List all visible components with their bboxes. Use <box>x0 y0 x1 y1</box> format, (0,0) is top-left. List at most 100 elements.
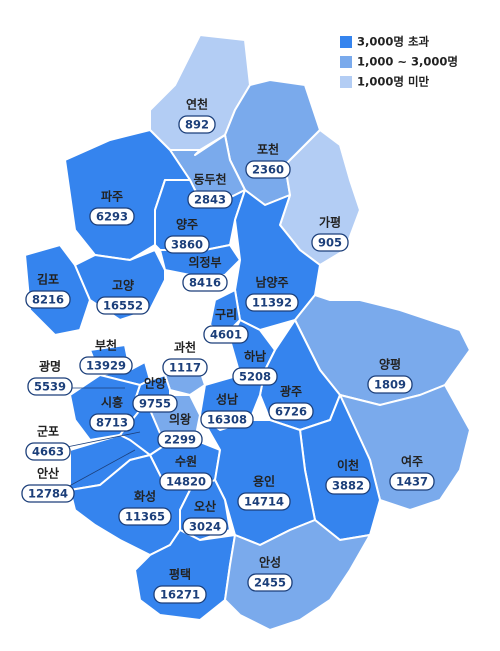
region-value: 3882 <box>332 479 364 493</box>
value-box <box>187 190 233 209</box>
region-value: 16308 <box>207 413 247 427</box>
region-value: 8216 <box>32 293 64 307</box>
region-name: 김포 <box>37 272 59 287</box>
region-name: 이천 <box>337 458 359 473</box>
region-value: 905 <box>318 236 342 250</box>
region-value: 1117 <box>169 361 201 375</box>
value-box <box>367 375 413 394</box>
region-name: 포천 <box>257 142 279 157</box>
value-box <box>268 402 314 421</box>
region-value: 2455 <box>254 576 286 590</box>
region-name: 의왕 <box>169 412 191 427</box>
value-box <box>200 410 254 429</box>
leader-line <box>61 431 141 449</box>
legend-swatch <box>340 76 352 88</box>
region-name: 군포 <box>37 425 59 439</box>
legend-label: 3,000명 초과 <box>357 35 430 49</box>
region-value: 6726 <box>275 405 307 419</box>
region-name: 가평 <box>319 215 341 230</box>
region-value: 6293 <box>96 210 128 224</box>
legend-label: 1,000명 미만 <box>357 75 430 89</box>
region-name: 평택 <box>169 567 191 582</box>
region-name: 광주 <box>280 384 302 399</box>
region-value: 1809 <box>374 378 406 392</box>
value-box <box>247 573 293 592</box>
region-value: 2299 <box>164 433 196 447</box>
region-name: 안양 <box>144 376 166 391</box>
region-value: 2360 <box>252 163 284 177</box>
region-name: 시흥 <box>101 395 123 410</box>
value-box <box>237 492 291 511</box>
value-box <box>25 290 71 309</box>
region-value: 13929 <box>86 359 126 373</box>
region-name: 양평 <box>379 357 401 372</box>
region-name: 하남 <box>244 349 266 364</box>
value-box <box>89 413 135 432</box>
value-box <box>164 235 210 254</box>
region-value: 14714 <box>244 495 284 509</box>
region-value: 892 <box>185 118 209 132</box>
region-name: 과천 <box>174 340 196 355</box>
region-value: 8713 <box>96 416 128 430</box>
legend-swatch <box>340 56 352 68</box>
region-name: 구리 <box>215 307 237 322</box>
value-box <box>325 476 371 495</box>
value-box <box>311 233 349 252</box>
region-name: 광명 <box>39 359 61 374</box>
region-name: 부천 <box>95 338 117 353</box>
region-name: 수원 <box>175 455 197 469</box>
value-box <box>245 160 291 179</box>
region-value: 4601 <box>210 328 242 342</box>
value-box <box>182 273 228 292</box>
region <box>24 244 91 336</box>
value-box <box>25 442 71 461</box>
region-value: 3860 <box>171 238 203 252</box>
region-name: 오산 <box>194 499 216 514</box>
region-name: 용인 <box>253 474 275 489</box>
value-box <box>96 296 150 315</box>
value-box <box>182 517 228 536</box>
value-box <box>132 394 178 413</box>
region-name: 동두천 <box>193 172 226 187</box>
value-box <box>162 358 208 377</box>
region-value: 14820 <box>166 475 206 489</box>
region <box>224 519 371 631</box>
value-box <box>89 207 135 226</box>
region-name: 여주 <box>401 454 423 469</box>
value-box <box>178 115 216 134</box>
region-name: 파주 <box>101 189 123 204</box>
region-name: 연천 <box>186 97 208 112</box>
region-value: 5539 <box>34 380 66 394</box>
region-name: 양주 <box>176 217 198 232</box>
value-box <box>21 484 75 503</box>
value-box <box>118 507 172 526</box>
legend-swatch <box>340 36 352 48</box>
region-value: 8416 <box>189 276 221 290</box>
value-box <box>157 430 203 449</box>
region-value: 11365 <box>125 510 165 524</box>
legend-label: 1,000 ~ 3,000명 <box>357 55 458 69</box>
region-value: 3024 <box>189 520 221 534</box>
region-name: 고양 <box>112 278 134 293</box>
region-name: 화성 <box>134 489 156 504</box>
region-value: 2843 <box>194 193 226 207</box>
value-box <box>27 377 73 396</box>
value-box <box>79 356 133 375</box>
region-value: 9755 <box>139 397 171 411</box>
value-box <box>203 325 249 344</box>
value-box <box>232 367 278 386</box>
region-value: 12784 <box>28 487 68 501</box>
value-box <box>245 293 299 312</box>
region-value: 16271 <box>160 588 200 602</box>
region-value: 5208 <box>239 370 271 384</box>
region-name: 안산 <box>37 466 59 481</box>
region-name: 안성 <box>259 555 281 570</box>
region-value: 16552 <box>103 299 143 313</box>
region-name: 성남 <box>216 392 238 407</box>
value-box <box>389 472 435 491</box>
region-value: 4663 <box>32 445 64 459</box>
region-value: 11392 <box>252 296 292 310</box>
leader-line <box>61 449 136 491</box>
region-name: 의정부 <box>188 255 221 270</box>
